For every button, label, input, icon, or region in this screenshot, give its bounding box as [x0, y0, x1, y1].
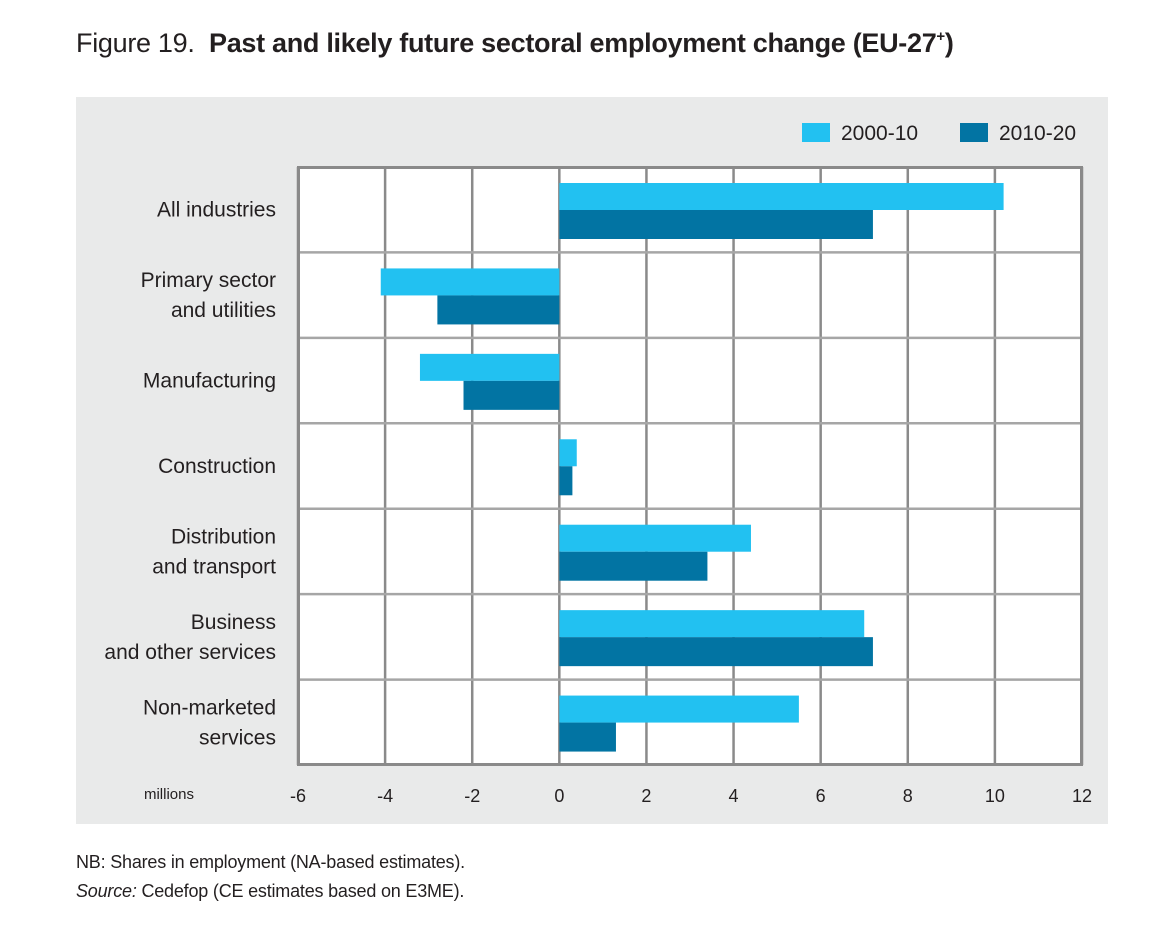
bar-2000-10-0 [559, 183, 1004, 210]
category-label-line: Manufacturing [143, 370, 276, 393]
bar-2000-10-5 [559, 610, 865, 638]
category-label-line: Distribution [171, 525, 276, 548]
category-label-1: Primary sector and utilities [141, 269, 276, 322]
category-label-3: Construction [158, 455, 276, 478]
x-tick-label-9: 12 [1072, 786, 1092, 806]
bar-2010-20-2 [463, 380, 560, 410]
source-text: Cedefop (CE estimates based on E3ME). [136, 881, 465, 901]
legend-label-2010-20: 2010-20 [999, 122, 1076, 145]
x-tick-label-0: -6 [290, 786, 306, 806]
figure-title-superscript: + [936, 28, 945, 45]
x-tick-label-6: 6 [816, 786, 826, 806]
bar-2000-10-4 [559, 524, 751, 552]
nb-note: NB: Shares in employment (NA-based estim… [76, 852, 465, 872]
source-note: Source: Cedefop (CE estimates based on E… [76, 877, 465, 906]
x-axis-unit-label: millions [144, 786, 194, 803]
category-label-line: and transport [152, 555, 276, 578]
source-label: Source: [76, 881, 137, 901]
figure-title: Figure 19. Past and likely future sector… [76, 28, 954, 59]
x-tick-label-5: 4 [729, 786, 739, 806]
figure-notes: NB: Shares in employment (NA-based estim… [76, 848, 465, 906]
category-label-line: services [199, 726, 276, 749]
category-labels: All industries Primary sector and utilitie… [104, 199, 276, 750]
plot-area [298, 167, 1082, 765]
figure-title-main: Past and likely future sectoral employme… [208, 28, 937, 58]
bar-2000-10-2 [419, 353, 560, 381]
bar-2010-20-0 [559, 210, 873, 239]
figure-number: Figure 19. [76, 28, 195, 58]
x-tick-label-4: 2 [641, 786, 651, 806]
bar-2000-10-6 [559, 695, 799, 723]
legend-swatch-2010-20 [960, 123, 988, 142]
x-tick-label-8: 10 [985, 786, 1005, 806]
bars [380, 183, 1004, 752]
bar-2010-20-5 [559, 637, 873, 667]
category-label-2: Manufacturing [143, 370, 276, 393]
category-label-0: All industries [157, 199, 276, 222]
category-label-line: and utilities [171, 299, 276, 322]
bar-2000-10-1 [380, 268, 560, 296]
category-label-line: All industries [157, 199, 276, 222]
x-tick-label-1: -4 [377, 786, 393, 806]
legend-label-2000-10: 2000-10 [841, 122, 918, 145]
x-tick-label-2: -2 [464, 786, 480, 806]
bar-2010-20-3 [559, 466, 573, 496]
category-label-line: Non-marketed [143, 696, 276, 719]
bar-2010-20-6 [559, 722, 616, 752]
category-label-6: Non-marketed services [143, 696, 276, 749]
category-label-line: Construction [158, 455, 276, 478]
category-label-line: and other services [104, 641, 276, 664]
x-tick-label-7: 8 [903, 786, 913, 806]
figure-title-text: Past and likely future sectoral employme… [209, 28, 954, 58]
legend-swatch-2000-10 [802, 123, 830, 142]
bar-2010-20-4 [559, 551, 708, 581]
figure-title-close: ) [944, 28, 954, 58]
bar-2000-10-3 [559, 439, 577, 467]
category-label-line: Business [191, 611, 276, 634]
legend: 2000-10 2010-20 [802, 122, 1076, 145]
category-label-line: Primary sector [141, 269, 276, 292]
category-label-5: Business and other services [104, 611, 276, 664]
bar-2010-20-1 [437, 295, 560, 325]
plot-frame [297, 166, 1083, 766]
x-tick-labels: -6 -4 -2 0 2 4 6 8 10 12 [290, 786, 1092, 806]
x-tick-label-3: 0 [554, 786, 564, 806]
category-label-4: Distribution and transport [152, 525, 276, 578]
